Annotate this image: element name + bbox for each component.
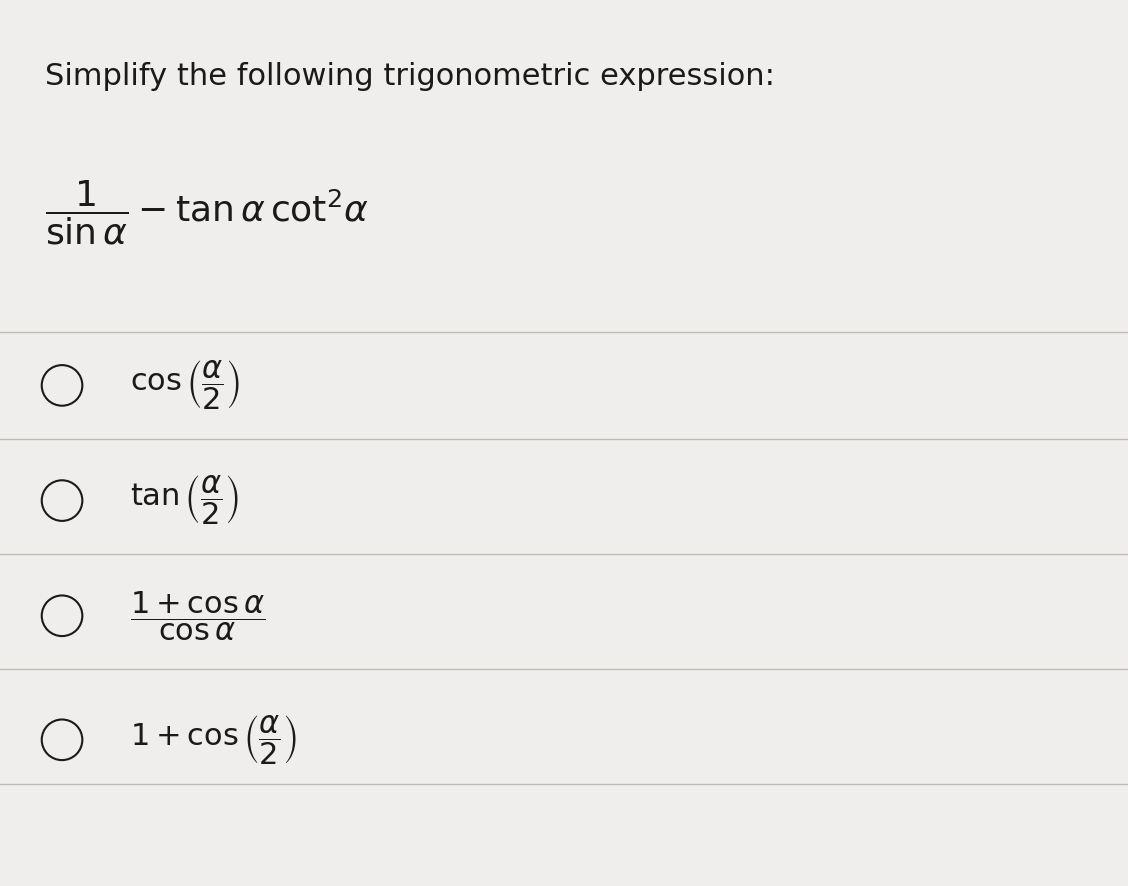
Text: Simplify the following trigonometric expression:: Simplify the following trigonometric exp… (45, 62, 775, 91)
Text: $\cos\left(\dfrac{\alpha}{2}\right)$: $\cos\left(\dfrac{\alpha}{2}\right)$ (130, 359, 240, 412)
Text: $\dfrac{1}{\sin\alpha} - \tan\alpha\,\cot^{2}\!\alpha$: $\dfrac{1}{\sin\alpha} - \tan\alpha\,\co… (45, 178, 369, 247)
Text: $\tan\left(\dfrac{\alpha}{2}\right)$: $\tan\left(\dfrac{\alpha}{2}\right)$ (130, 474, 238, 527)
Text: $1+\cos\left(\dfrac{\alpha}{2}\right)$: $1+\cos\left(\dfrac{\alpha}{2}\right)$ (130, 713, 297, 766)
Text: $\dfrac{1+\cos\alpha}{\cos\alpha}$: $\dfrac{1+\cos\alpha}{\cos\alpha}$ (130, 589, 265, 642)
